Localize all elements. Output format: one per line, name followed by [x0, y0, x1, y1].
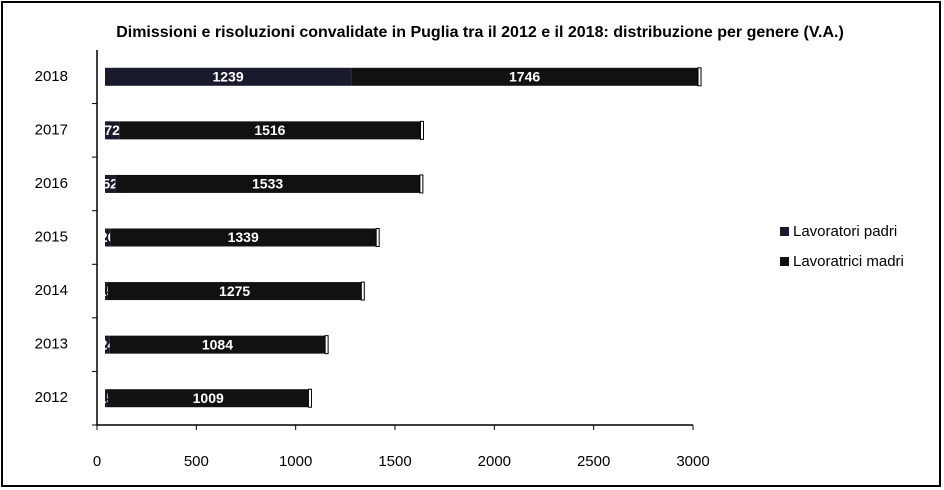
y-tick-label: 2016	[35, 175, 68, 192]
y-tick-label: 2018	[35, 68, 68, 85]
value-label: 1533	[252, 176, 283, 192]
bar	[105, 121, 120, 140]
y-tick-label: 2014	[35, 282, 68, 299]
x-tick-label: 2500	[577, 453, 610, 470]
x-tick-label: 500	[184, 453, 209, 470]
y-tick-label: 2013	[35, 336, 68, 353]
x-tick-label: 1000	[279, 453, 312, 470]
value-label: 72	[104, 122, 120, 138]
chart-title: Dimissioni e risoluzioni convalidate in …	[116, 24, 844, 41]
bar	[105, 335, 110, 354]
bar	[107, 282, 362, 301]
legend-label: Lavoratori padri	[793, 223, 897, 240]
y-tick-label: 2012	[35, 389, 68, 406]
bar	[105, 228, 111, 247]
legend-swatch	[780, 227, 789, 236]
bar	[115, 174, 420, 193]
bar-edge	[307, 388, 312, 408]
value-label: 1516	[254, 122, 285, 138]
legend-label: Lavoratrici madri	[793, 253, 904, 270]
bar-edge	[324, 335, 329, 355]
bar	[110, 228, 377, 247]
value-label: 1339	[228, 229, 259, 245]
x-tick-label: 1500	[378, 453, 411, 470]
legend-swatch	[780, 257, 789, 266]
bar-edge	[419, 120, 424, 140]
bar	[105, 389, 108, 408]
value-label: 52	[102, 176, 118, 192]
value-label: 1275	[219, 283, 250, 299]
bar	[105, 282, 108, 301]
bar-edge	[419, 174, 424, 194]
bar	[119, 121, 421, 140]
bar	[351, 67, 699, 86]
value-label: 1746	[509, 68, 540, 84]
bar	[109, 335, 326, 354]
bar	[105, 67, 352, 86]
bar-edge	[375, 228, 380, 247]
value-label: 1009	[193, 390, 224, 406]
bar	[105, 174, 116, 193]
y-tick-label: 2017	[35, 121, 68, 138]
bar	[107, 389, 309, 408]
value-label: 1084	[202, 336, 233, 352]
bar-edge	[697, 67, 702, 87]
x-tick-label: 2000	[478, 453, 511, 470]
bar-edge	[360, 281, 365, 301]
value-label: 1239	[212, 68, 243, 84]
x-tick-label: 3000	[676, 453, 709, 470]
y-tick-label: 2015	[35, 228, 68, 245]
x-tick-label: 0	[93, 453, 101, 470]
